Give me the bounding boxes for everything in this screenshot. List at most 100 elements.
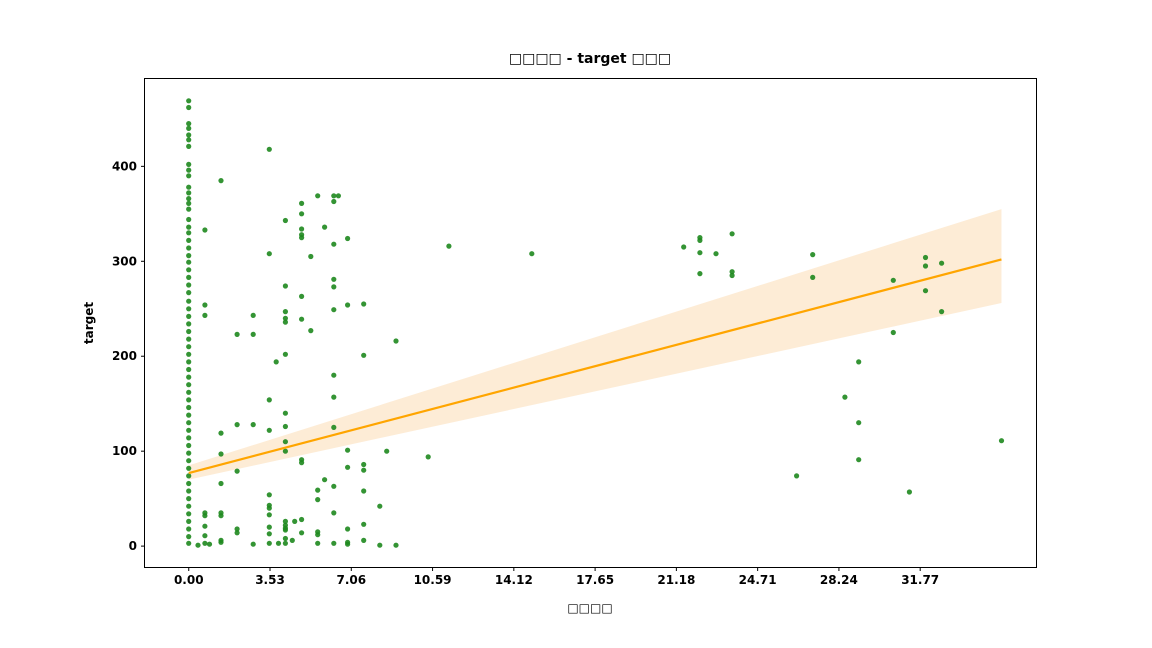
y-tick-label: 0 [129,539,137,553]
x-tick-label: 10.59 [414,573,452,587]
data-point [186,274,192,280]
data-point [282,410,288,416]
data-point [315,193,321,199]
data-point [186,526,192,532]
data-point [681,244,687,250]
data-point [186,488,192,494]
x-tick-label: 0.00 [174,573,204,587]
data-point [446,243,452,249]
data-point [856,359,862,365]
data-point [289,537,295,544]
data-point [322,477,328,483]
x-tick-label: 21.18 [657,573,695,587]
data-point [186,412,192,418]
data-point [315,497,321,503]
data-point [939,260,945,266]
data-point [308,328,314,334]
data-point [186,173,192,179]
data-point [282,448,288,454]
data-point [856,457,862,463]
data-point [331,372,337,378]
data-point [186,196,192,202]
data-point [186,518,192,525]
data-point [361,301,367,307]
data-point [282,540,288,546]
data-point [218,430,224,436]
x-tick-label: 28.24 [820,573,858,587]
data-point [266,512,272,518]
data-point [186,245,192,251]
data-point [282,319,288,325]
data-point [331,193,337,199]
data-point [195,542,201,548]
y-tick-label: 300 [112,254,137,268]
data-point [186,397,192,403]
data-point [331,198,337,205]
data-point [186,389,192,395]
data-point [361,488,367,494]
data-point [331,394,337,400]
data-point [266,531,272,537]
data-point [335,193,341,199]
data-point [202,513,208,519]
x-tick-label: 14.12 [495,573,533,587]
data-point [794,473,800,479]
y-axis-ticks: 0 100 200 300 400 [112,159,145,553]
data-point [906,489,913,495]
data-point [186,496,192,502]
data-point [331,510,337,516]
data-point [361,467,367,473]
data-point [331,307,337,313]
plot-frame [144,78,1037,568]
data-point [202,227,208,233]
y-axis-label: target [82,302,96,344]
data-point [922,254,929,261]
data-point [345,235,351,242]
data-point [697,250,703,256]
data-point [282,217,288,224]
data-point [308,253,314,260]
data-point [299,211,305,217]
data-point [393,338,399,344]
data-point [315,532,321,538]
data-point [186,458,192,464]
data-point [186,190,192,196]
data-point [299,316,305,322]
data-point [282,535,288,542]
data-point [186,216,192,223]
data-point [186,184,192,190]
data-point [186,511,192,517]
data-point [299,516,305,523]
data-point [186,382,192,388]
data-point [186,450,192,456]
data-point [186,143,192,149]
data-point [939,309,945,315]
x-tick-label: 3.53 [255,573,285,587]
data-point [250,541,256,547]
y-tick-label: 200 [112,349,137,363]
regression-line-layer [188,258,1002,475]
data-point [842,394,848,400]
data-point [186,344,192,350]
data-point [697,271,703,277]
x-tick-label: 7.06 [336,573,366,587]
y-tick-label: 400 [112,159,137,173]
data-point [292,518,298,525]
data-point [345,302,351,308]
data-point [186,540,192,546]
data-point [345,526,351,532]
data-point [299,200,305,206]
data-point [186,282,192,288]
data-point [425,454,431,460]
data-point [361,461,367,468]
data-point [186,306,192,312]
regression-line [188,258,1002,475]
data-point [266,505,272,511]
data-point [186,420,192,426]
confidence-band [188,209,1002,480]
data-point [315,540,321,546]
data-point [729,269,735,275]
data-point [299,226,305,232]
data-point [202,540,208,546]
data-point [729,231,735,237]
